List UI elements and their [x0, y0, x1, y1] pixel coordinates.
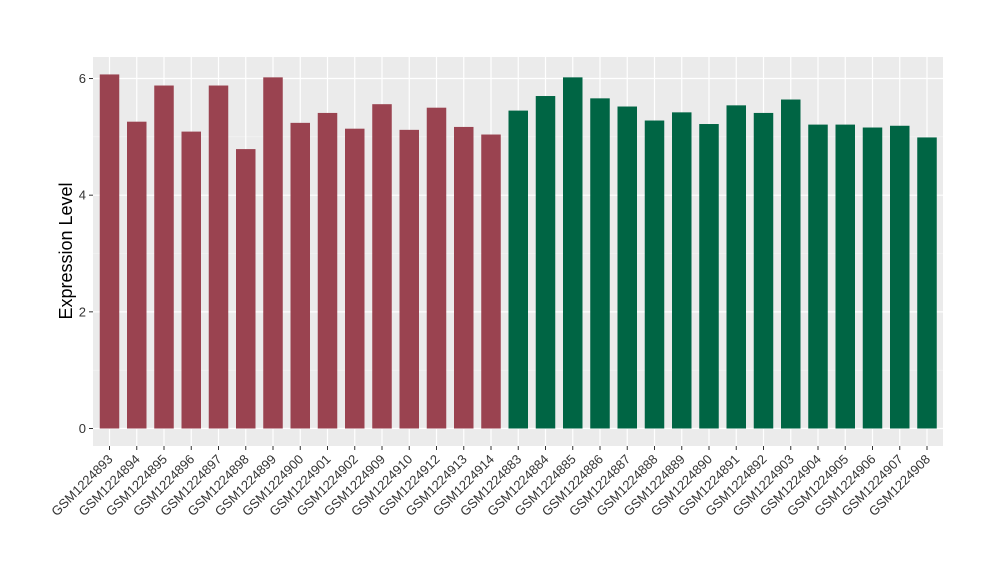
y-tick-label: 4: [79, 188, 86, 203]
bar-GSM1224902: [345, 128, 365, 429]
bar-GSM1224887: [617, 106, 637, 429]
axes: 0246GSM1224893GSM1224894GSM1224895GSM122…: [48, 71, 933, 519]
y-tick-label: 6: [79, 71, 86, 86]
bar-GSM1224884: [535, 96, 556, 429]
bar-GSM1224904: [808, 124, 828, 429]
bar-GSM1224886: [590, 98, 610, 429]
bar-GSM1224888: [644, 120, 665, 429]
bar-GSM1224909: [372, 104, 392, 429]
bar-GSM1224906: [862, 127, 883, 429]
bar-GSM1224894: [127, 121, 147, 429]
bar-GSM1224891: [726, 105, 746, 429]
bar-GSM1224883: [508, 110, 528, 429]
bar-GSM1224914: [481, 134, 501, 429]
bar-GSM1224897: [208, 85, 229, 429]
y-tick-label: 0: [79, 421, 86, 436]
bar-GSM1224912: [426, 107, 447, 429]
bar-GSM1224900: [290, 122, 310, 429]
bar-GSM1224910: [399, 129, 419, 429]
bar-GSM1224896: [181, 131, 201, 429]
bar-GSM1224895: [154, 85, 174, 429]
bar-GSM1224898: [236, 149, 256, 429]
bar-GSM1224907: [890, 125, 910, 429]
bar-GSM1224892: [753, 112, 774, 429]
bar-GSM1224885: [563, 77, 583, 429]
bar-GSM1224903: [781, 99, 801, 429]
y-axis-title: Expression Level: [56, 182, 76, 319]
y-tick-label: 2: [79, 304, 86, 319]
bar-GSM1224893: [99, 74, 120, 429]
bar-GSM1224905: [835, 124, 855, 429]
bar-GSM1224889: [672, 112, 692, 429]
bar-GSM1224908: [917, 137, 937, 429]
bar-GSM1224901: [317, 112, 338, 429]
bars: [99, 74, 937, 429]
bar-GSM1224890: [699, 124, 719, 429]
bar-GSM1224899: [263, 77, 283, 429]
bar-GSM1224913: [454, 126, 474, 429]
